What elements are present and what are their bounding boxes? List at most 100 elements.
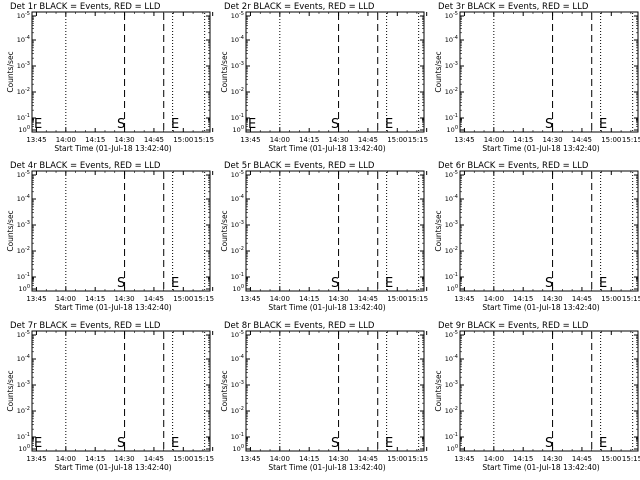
left-marker-label: E [34,436,42,451]
y-tick-label: 10-3 [231,61,244,70]
x-tick-label: 14:15 [513,136,533,144]
x-tick-label: 13:45 [26,136,46,144]
detector-panel-8: Det 8r BLACK = Events, RED = LLD 100 10-1 1… [220,321,428,472]
y-tick-label: 10-2 [445,87,458,96]
x-tick-label: 14:00 [484,136,504,144]
panel-title: Det 4r BLACK = Events, RED = LLD [10,161,161,171]
x-tick-label: 14:15 [513,295,533,303]
x-tick-label: 14:30 [542,455,562,463]
y-tick-label: 10-1 [231,272,244,281]
x-tick-label: 15:00 [173,136,193,144]
detector-panel-3: Det 3r BLACK = Events, RED = LLD 100 10-1 1… [434,2,640,153]
x-tick-label: 14:00 [270,455,290,463]
x-tick-label: 15:15 [622,295,640,303]
y-tick-label: 10-1 [17,432,30,441]
y-tick-label: 10-4 [231,35,244,44]
panel-title: Det 8r BLACK = Events, RED = LLD [224,321,375,331]
left-marker-label: E [248,117,256,132]
x-tick-label: 14:45 [358,295,378,303]
y-tick-label: 100 [447,444,458,453]
y-tick-label: 10-2 [231,246,244,255]
x-tick-label: 14:15 [85,295,105,303]
end-marker-label: E [599,276,607,291]
x-tick-label: 15:15 [194,455,214,463]
y-tick-label: 10-4 [17,35,30,44]
x-tick-label: 14:45 [572,295,592,303]
y-tick-label: 10-4 [17,354,30,363]
start-marker-label: S [331,276,339,291]
x-tick-label: 15:00 [387,455,407,463]
x-axis-title: Start Time (01-Jul-18 13:42:40) [482,303,599,312]
x-tick-label: 14:30 [328,295,348,303]
y-tick-label: 10-3 [445,380,458,389]
y-tick-label: 10-4 [231,194,244,203]
plot-frame [459,170,639,292]
y-tick-label: 100 [233,125,244,134]
y-tick-label: 10-2 [17,246,30,255]
end-marker-label: E [599,117,607,132]
x-tick-label: 13:45 [240,455,260,463]
x-tick-label: 13:45 [454,455,474,463]
x-axis-title: Start Time (01-Jul-18 13:42:40) [268,463,385,472]
detector-panel-2: Det 2r BLACK = Events, RED = LLD 100 10-1 1… [220,2,428,153]
y-tick-label: 10-2 [231,87,244,96]
x-tick-label: 13:45 [240,136,260,144]
y-tick-label: 10-3 [231,220,244,229]
plot-frame [245,170,425,292]
x-tick-label: 14:30 [542,295,562,303]
y-axis-title: Counts/sec [220,210,229,251]
x-tick-label: 14:45 [144,295,164,303]
x-axis-title: Start Time (01-Jul-18 13:42:40) [482,463,599,472]
y-tick-label: 10-1 [17,272,30,281]
start-marker-label: S [545,436,553,451]
plot-frame [31,11,211,133]
detector-panel-4: Det 4r BLACK = Events, RED = LLD 100 10-1 1… [6,161,214,312]
x-axis-title: Start Time (01-Jul-18 13:42:40) [54,303,171,312]
plot-frame [245,11,425,133]
detector-panel-6: Det 6r BLACK = Events, RED = LLD 100 10-1 1… [434,161,640,312]
y-tick-label: 10-1 [445,272,458,281]
x-tick-label: 14:15 [299,136,319,144]
y-tick-label: 10-2 [17,406,30,415]
y-tick-label: 10-3 [231,380,244,389]
x-tick-label: 14:45 [572,136,592,144]
start-marker-label: S [117,436,125,451]
detector-panel-9: Det 9r BLACK = Events, RED = LLD 100 10-1 1… [434,321,640,472]
x-tick-label: 14:45 [144,136,164,144]
y-tick-label: 10-5 [445,330,458,339]
start-marker-label: S [331,436,339,451]
x-tick-label: 14:00 [484,295,504,303]
x-tick-label: 14:15 [299,295,319,303]
x-tick-label: 15:00 [173,295,193,303]
x-tick-label: 15:15 [622,136,640,144]
y-axis-title: Counts/sec [434,51,443,92]
left-marker-label: E [34,117,42,132]
y-axis-title: Counts/sec [434,210,443,251]
end-marker-label: E [385,117,393,132]
x-tick-label: 14:15 [85,136,105,144]
x-tick-label: 14:45 [144,455,164,463]
x-axis-title: Start Time (01-Jul-18 13:42:40) [54,144,171,153]
panel-title: Det 1r BLACK = Events, RED = LLD [10,2,161,12]
x-tick-label: 13:45 [240,295,260,303]
start-marker-label: S [117,276,125,291]
plot-frame [31,170,211,292]
y-tick-label: 10-5 [445,170,458,179]
y-tick-label: 10-5 [445,11,458,20]
x-tick-label: 14:30 [114,295,134,303]
x-tick-label: 14:45 [572,455,592,463]
y-tick-label: 10-1 [231,432,244,441]
end-marker-label: E [171,276,179,291]
y-tick-label: 100 [19,444,30,453]
plot-frame [31,330,211,452]
x-axis-title: Start Time (01-Jul-18 13:42:40) [54,463,171,472]
y-tick-label: 10-5 [231,11,244,20]
x-tick-label: 14:30 [114,455,134,463]
panel-title: Det 7r BLACK = Events, RED = LLD [10,321,161,331]
y-axis-title: Counts/sec [434,370,443,411]
x-tick-label: 13:45 [26,295,46,303]
x-tick-label: 14:00 [484,455,504,463]
detector-panel-5: Det 5r BLACK = Events, RED = LLD 100 10-1 1… [220,161,428,312]
x-tick-label: 15:00 [387,136,407,144]
